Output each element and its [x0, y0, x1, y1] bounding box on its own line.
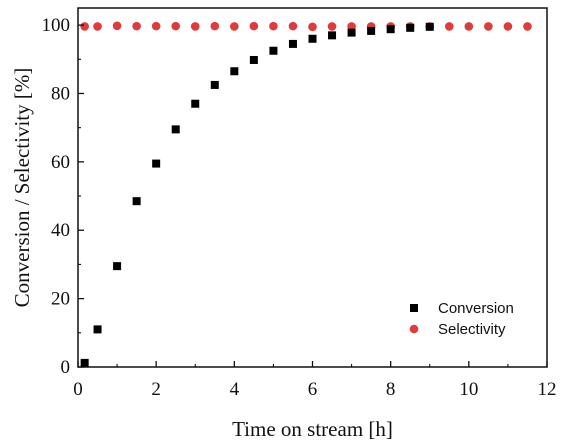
conversion-point: [249, 55, 258, 64]
y-tick-label: 40: [51, 220, 70, 241]
x-tick-label: 8: [386, 379, 396, 400]
x-axis-title: Time on stream [h]: [232, 417, 393, 441]
conversion-point: [308, 34, 317, 43]
conversion-point: [171, 125, 180, 134]
conversion-point: [210, 80, 219, 89]
conversion-point: [230, 67, 239, 76]
conversion-point: [191, 99, 200, 108]
conversion-point: [132, 197, 141, 206]
selectivity-point: [347, 22, 356, 31]
conversion-point: [288, 39, 297, 48]
selectivity-point: [308, 22, 317, 32]
x-tick-label: 0: [73, 379, 83, 400]
selectivity-point: [327, 22, 337, 31]
conversion-point: [93, 325, 102, 334]
y-tick-label: 80: [51, 83, 70, 104]
plot-marks: [80, 21, 532, 367]
selectivity-point: [503, 22, 513, 31]
conversion-point: [269, 46, 278, 55]
conversion-point: [425, 22, 434, 31]
axis-ticks: 0 2 4 6 8 10 12 0 20 40 60 80 100: [42, 15, 557, 400]
selectivity-legend-marker: [409, 324, 419, 334]
legend: Conversion Selectivity: [409, 300, 514, 338]
conversion-point: [406, 23, 415, 32]
selectivity-point: [523, 22, 532, 31]
y-axis-title: Conversion / Selectivity [%]: [10, 68, 34, 308]
conversion-point: [386, 25, 395, 34]
x-tick-label: 6: [308, 379, 318, 400]
x-tick-label: 2: [151, 379, 161, 400]
selectivity-point: [112, 21, 122, 31]
selectivity-point: [230, 22, 239, 31]
conversion-legend-marker: [410, 304, 418, 312]
selectivity-point: [132, 21, 141, 31]
conversion-point: [113, 262, 122, 271]
selectivity-point: [288, 21, 298, 31]
y-tick-label: 20: [51, 289, 70, 310]
y-tick-label: 60: [51, 152, 70, 173]
selectivity-point: [464, 22, 474, 31]
selectivity-point: [444, 22, 454, 31]
x-tick-label: 12: [538, 379, 557, 400]
selectivity-point: [484, 22, 493, 31]
conversion-point: [80, 358, 89, 367]
conversion-point: [347, 28, 356, 37]
x-tick-label: 4: [230, 379, 240, 400]
x-tick-label: 10: [459, 379, 478, 400]
selectivity-point: [190, 22, 200, 31]
selectivity-point: [249, 21, 259, 31]
selectivity-point: [151, 21, 161, 31]
conversion-point: [152, 159, 161, 168]
selectivity-point: [210, 21, 220, 31]
y-tick-label: 100: [42, 15, 71, 36]
selectivity-legend-label: Selectivity: [438, 321, 506, 338]
conversion-point: [367, 26, 376, 35]
selectivity-point: [171, 21, 181, 31]
selectivity-point: [93, 22, 102, 31]
conversion-legend-label: Conversion: [438, 300, 514, 317]
selectivity-point: [80, 22, 89, 31]
selectivity-point: [269, 21, 278, 31]
conversion-point: [328, 31, 337, 40]
y-tick-label: 0: [61, 357, 71, 378]
